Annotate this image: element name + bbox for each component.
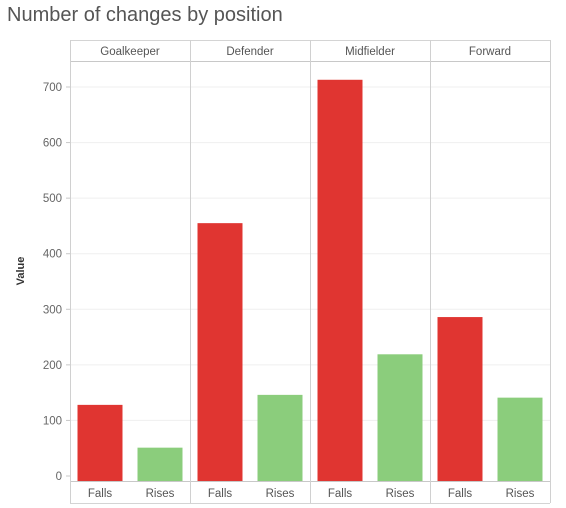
bar-rises (257, 394, 303, 481)
y-tick-label: 100 (43, 415, 62, 427)
bar-falls (197, 223, 243, 481)
y-tick-label: 400 (43, 249, 62, 261)
subcategory-label: Rises (146, 488, 175, 500)
subcategory-label: Rises (386, 488, 415, 500)
y-tick-label: 700 (43, 82, 62, 94)
subcategory-label: Falls (448, 488, 473, 500)
category-header: Defender (226, 46, 273, 58)
y-tick-label: 500 (43, 193, 62, 205)
bar-falls (317, 79, 363, 482)
bar-rises (497, 397, 543, 481)
bar-falls (77, 404, 123, 481)
subcategory-label: Falls (328, 488, 353, 500)
y-tick-label: 0 (56, 471, 62, 483)
y-tick-label: 200 (43, 360, 62, 372)
subcategory-label: Falls (208, 488, 233, 500)
subcategory-label: Rises (266, 488, 295, 500)
subcategory-label: Rises (506, 488, 535, 500)
subcategory-label: Falls (88, 488, 113, 500)
category-header: Forward (469, 46, 511, 58)
chart-title: Number of changes by position (7, 4, 283, 26)
y-axis-title: Value (15, 257, 27, 286)
category-header: Goalkeeper (100, 46, 160, 58)
bar-rises (377, 354, 423, 481)
category-header: Midfielder (345, 46, 395, 58)
bar-rises (137, 447, 183, 481)
y-tick-label: 600 (43, 138, 62, 150)
bar-falls (437, 317, 483, 481)
y-tick-label: 300 (43, 304, 62, 316)
